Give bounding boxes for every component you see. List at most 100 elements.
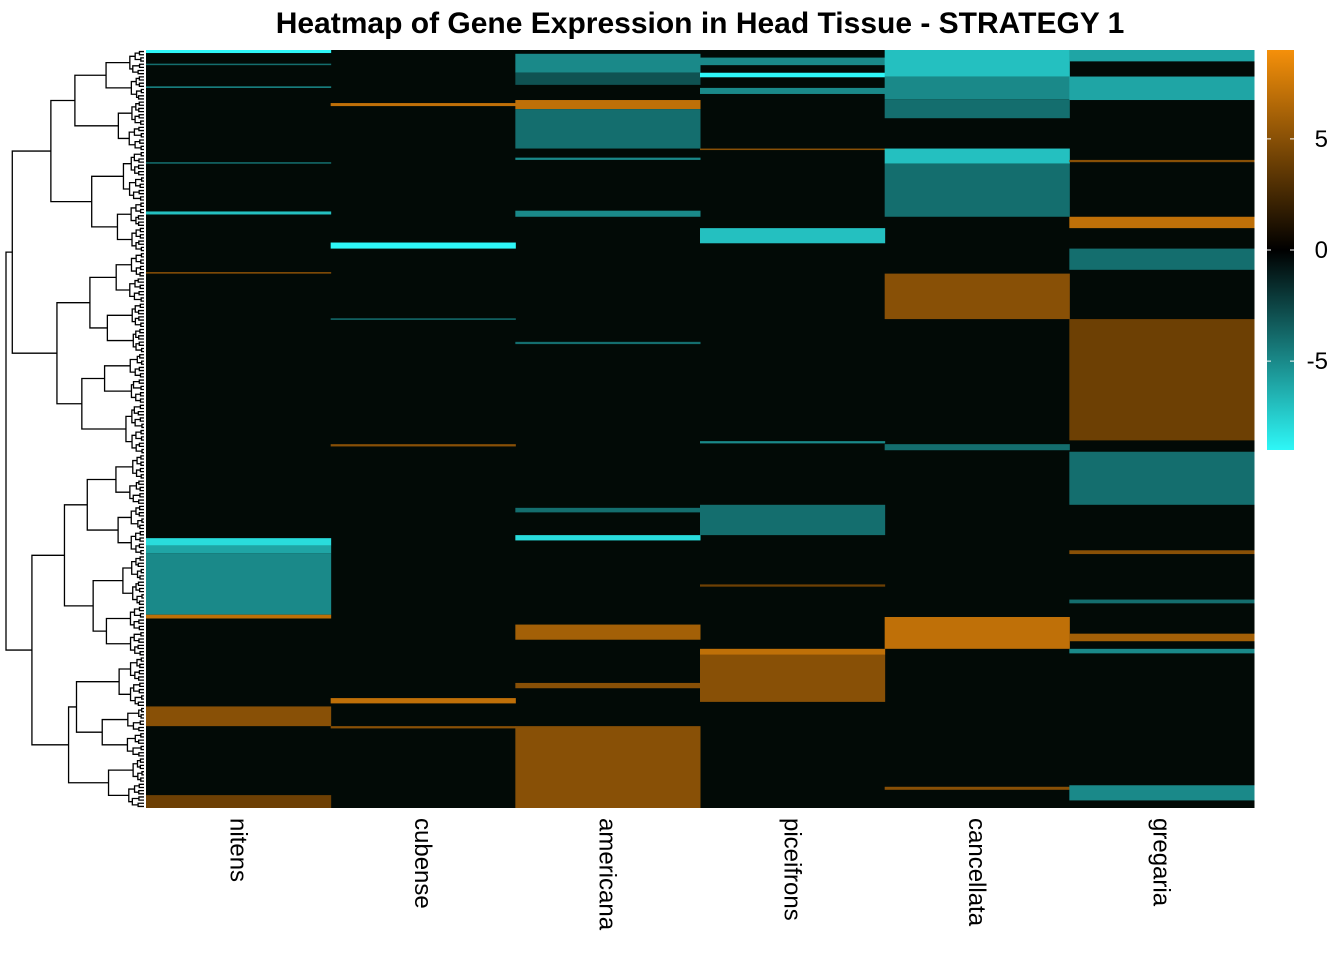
heatmap-cell-block: [515, 726, 701, 808]
heatmap-cell-block: [515, 210, 701, 217]
dendrogram-branch: [139, 663, 144, 669]
dendrogram-branch: [140, 714, 144, 719]
dendrogram-branch: [133, 153, 142, 162]
dendrogram-branch: [132, 494, 140, 503]
dendrogram-branch: [133, 128, 142, 136]
dendrogram-branch: [135, 90, 142, 99]
dendrogram-branch: [140, 385, 144, 391]
dendrogram-branch: [139, 682, 144, 688]
heatmap-cell-block: [1069, 648, 1255, 654]
dendrogram-branch: [138, 366, 144, 372]
dendrogram-branch: [125, 415, 133, 443]
heatmap-cell-block: [146, 795, 332, 808]
dendrogram-branch: [136, 456, 141, 465]
dendrogram-branch: [139, 227, 144, 233]
dendrogram-branch: [138, 625, 144, 631]
dendrogram-branch: [136, 570, 142, 579]
heatmap-cell-block: [330, 318, 516, 320]
dendrogram-branch: [139, 764, 144, 770]
dendrogram-branch: [137, 95, 144, 100]
dendrogram-branch: [126, 737, 136, 752]
dendrogram-branch: [132, 459, 138, 474]
column-label-gregaria: gregaria: [1148, 818, 1175, 907]
dendrogram-branch: [106, 314, 134, 342]
dendrogram-branch: [11, 150, 57, 354]
dendrogram-branch: [140, 455, 144, 460]
dendrogram-branch: [140, 436, 144, 441]
dendrogram-branch: [115, 264, 132, 291]
dendrogram-branch: [141, 423, 144, 429]
heatmap-cell-block: [515, 157, 701, 160]
dendrogram-branch: [140, 657, 144, 662]
dendrogram-branch: [135, 557, 141, 566]
dendrogram-branch: [135, 254, 142, 263]
heatmap-cell-block: [146, 50, 332, 54]
heatmap-cell-block: [884, 76, 1070, 100]
dendrogram-branch: [141, 448, 144, 454]
dendrogram-branch: [139, 139, 144, 144]
dendrogram-branch: [136, 658, 142, 667]
dendrogram-branch: [139, 651, 144, 656]
dendrogram-branch: [139, 328, 144, 334]
dendrogram-branch: [133, 633, 141, 642]
dendrogram-branch: [139, 486, 144, 492]
dendrogram-branch: [138, 341, 144, 346]
dendrogram-branch: [140, 733, 144, 738]
dendrogram-branch: [138, 379, 144, 384]
heatmap-cell-block: [146, 538, 332, 546]
dendrogram-branch: [140, 120, 144, 125]
dendrogram-branch: [137, 701, 144, 707]
heatmap-cell-block: [884, 163, 1070, 217]
dendrogram-branch: [138, 240, 144, 245]
heatmap-cell-block: [884, 444, 1070, 451]
heatmap-cell-block: [1069, 50, 1255, 62]
dendrogram-branch: [134, 52, 141, 61]
dendrogram-branch: [118, 668, 131, 695]
dendrogram-branch: [131, 308, 136, 323]
heatmap-cell-block: [1069, 76, 1255, 101]
dendrogram-branch: [139, 556, 144, 561]
dendrogram-branch: [135, 545, 141, 553]
heatmap-cell-block: [146, 211, 332, 215]
dendrogram-branch: [138, 335, 144, 340]
heatmap-cell-block: [146, 162, 332, 164]
dendrogram-branch: [138, 442, 144, 448]
dendrogram-branch: [130, 535, 136, 550]
dendrogram-branch: [138, 688, 144, 694]
dendrogram-branch: [135, 229, 141, 237]
heatmap-cell-block: [700, 584, 886, 587]
heatmap-cell-block: [700, 57, 886, 66]
dendrogram-branch: [135, 444, 143, 452]
dendrogram-branch: [89, 276, 117, 329]
column-label-nitens: nitens: [224, 818, 251, 882]
dendrogram-branch: [138, 316, 144, 321]
heatmap-cell-block: [1069, 599, 1255, 604]
dendrogram-branch: [134, 418, 142, 427]
dendrogram-branch: [129, 485, 137, 500]
dendrogram-branch: [135, 343, 142, 351]
dendrogram-branch: [138, 709, 142, 718]
dendrogram-branch: [138, 107, 144, 113]
dendrogram-branch: [137, 309, 144, 315]
dendrogram-branch: [137, 772, 143, 781]
dendrogram-branch: [141, 360, 144, 365]
dendrogram-branch: [139, 265, 144, 271]
dendrogram-branch: [134, 279, 141, 288]
heatmap-cell-block: [884, 99, 1070, 119]
dendrogram-branch: [137, 221, 144, 226]
dendrogram-branch: [140, 549, 144, 555]
dendrogram-branch: [115, 466, 133, 493]
dendrogram-branch: [134, 305, 141, 313]
dendrogram-branch: [130, 257, 137, 272]
heatmap-cell-block: [700, 72, 886, 78]
color-legend-bar: [1267, 50, 1294, 450]
dendrogram-branch: [137, 802, 144, 808]
dendrogram-branch: [138, 505, 144, 511]
dendrogram-branch: [138, 543, 144, 549]
column-label-americana: americana: [594, 818, 621, 931]
dendrogram-branch: [140, 322, 144, 328]
heatmap-cell-block: [515, 109, 701, 149]
heatmap-cell-block: [884, 786, 1070, 790]
dendrogram-branch: [137, 164, 144, 170]
dendrogram-branch: [139, 524, 144, 530]
